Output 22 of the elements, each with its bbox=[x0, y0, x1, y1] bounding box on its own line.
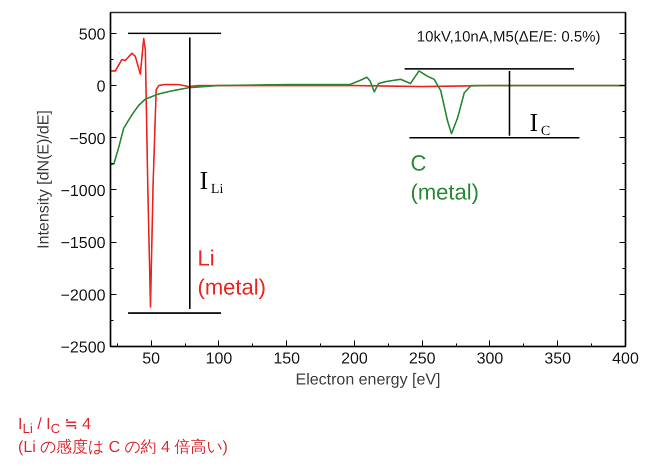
y-tick-label: −1000 bbox=[60, 182, 106, 200]
y-tick-label: 500 bbox=[78, 26, 106, 44]
y-tick-label: −2000 bbox=[60, 287, 106, 304]
y-tick-label: −500 bbox=[69, 130, 106, 148]
x-tick-label: 350 bbox=[544, 350, 572, 368]
annotation: C (metal) bbox=[410, 150, 479, 204]
x-tick-label: 200 bbox=[341, 350, 368, 368]
x-tick-label: 250 bbox=[408, 350, 436, 368]
x-tick-label: 50 bbox=[142, 350, 160, 368]
y-axis-title: Intensity [dN(E)/dE] bbox=[36, 110, 53, 249]
text: (Li の感度は C の約 4 倍高い) bbox=[18, 438, 228, 456]
x-tick-label: 300 bbox=[476, 350, 504, 368]
x-tick-label: 400 bbox=[612, 350, 639, 368]
x-tick-label: 150 bbox=[273, 350, 300, 368]
annotation: 10kV,10nA,M5(ΔE/E: 0.5%) bbox=[416, 28, 601, 46]
y-tick-label: 0 bbox=[96, 78, 106, 96]
annotation: Li (metal) bbox=[198, 246, 266, 300]
y-tick-label: −1500 bbox=[60, 235, 106, 252]
x-axis-title: Electron energy [eV] bbox=[296, 372, 440, 388]
x-tick-label: 100 bbox=[206, 350, 232, 368]
y-tick-label: −2500 bbox=[60, 340, 106, 356]
text: I$_{Li}$ / I$_{C}$ ≒ 4 bbox=[18, 416, 92, 436]
